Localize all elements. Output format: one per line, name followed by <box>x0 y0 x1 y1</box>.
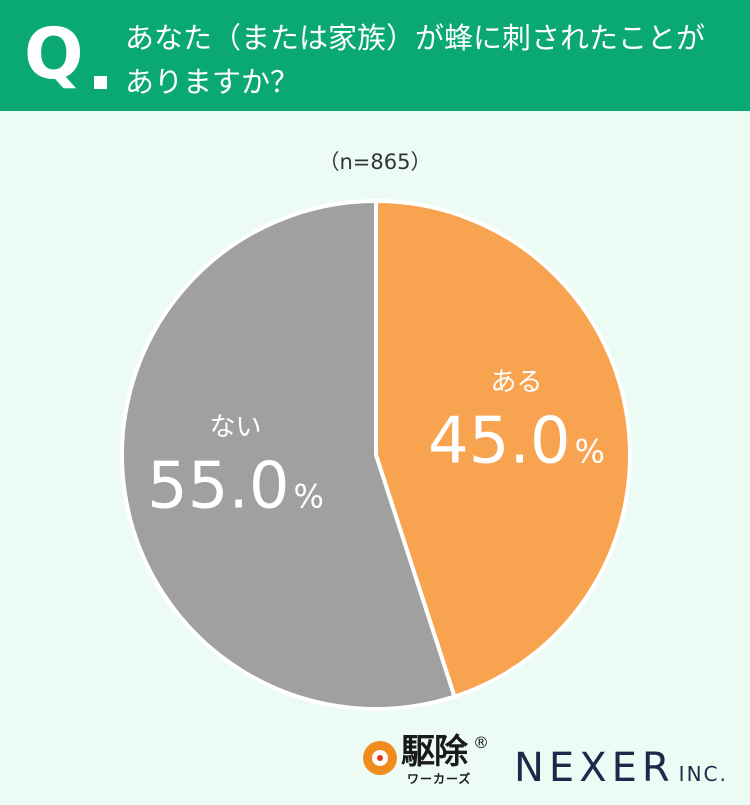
slice-label: ない <box>210 412 262 442</box>
registered-mark: ® <box>473 733 489 752</box>
pie-slice-aru <box>374 199 632 699</box>
kujo-workers-logo: 駆除 ® ワーカーズ <box>363 732 493 786</box>
question-text-line2: ありますか？ <box>125 65 300 99</box>
slice-value-label: 55.0% <box>147 449 324 523</box>
kujo-logo-subtext: ワーカーズ <box>407 772 472 786</box>
sample-size: （n=865） <box>318 150 432 174</box>
question-text: あなた（または家族）が蜂に刺されたことが ありますか？ <box>125 16 735 104</box>
kujo-logo-text: 駆除 <box>401 732 468 772</box>
nexer-logo-inc: INC. <box>678 762 728 786</box>
nexer-logo: NEXER INC. <box>514 745 728 791</box>
question-header: Q あなた（または家族）が蜂に刺されたことが ありますか？ <box>0 0 750 111</box>
kujo-logo-icon <box>363 741 397 775</box>
nexer-logo-text: NEXER <box>514 745 675 791</box>
question-text-line1: あなた（または家族）が蜂に刺されたことが <box>125 21 706 55</box>
slice-value-label: 45.0% <box>428 405 605 479</box>
pie-slice-nai <box>120 199 457 711</box>
slice-label: ある <box>490 368 542 398</box>
question-mark: Q <box>24 13 84 95</box>
question-mark-dot <box>94 76 107 89</box>
